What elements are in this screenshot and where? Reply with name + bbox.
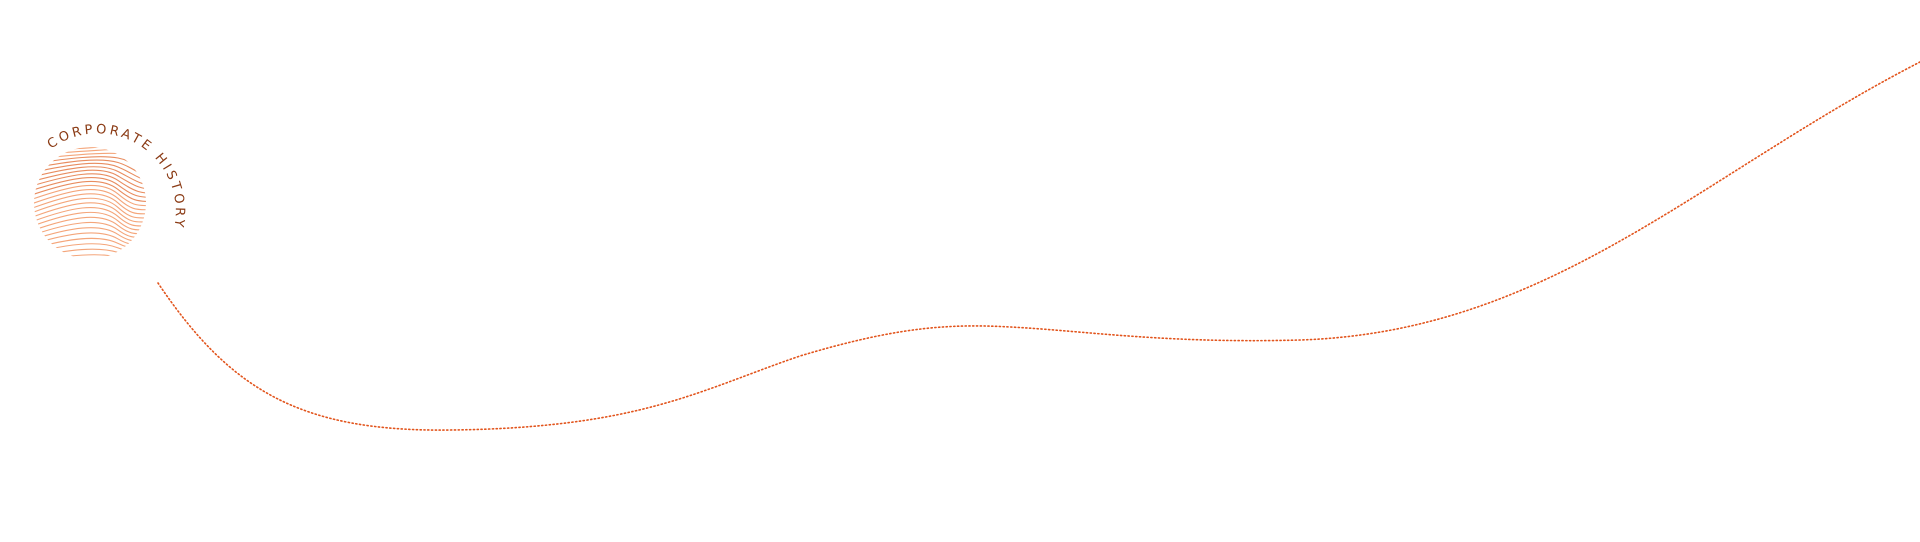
logo-wave-line bbox=[34, 162, 146, 182]
logo-wave-line bbox=[34, 166, 146, 186]
logo-wave-line bbox=[30, 260, 160, 269]
logo-wave-line bbox=[34, 184, 146, 207]
logo-wave-line bbox=[34, 232, 146, 249]
logo-wave-line bbox=[34, 176, 146, 199]
logo-wave-lines bbox=[30, 147, 160, 269]
logo-wave-line bbox=[34, 237, 146, 254]
timeline-dotted-path bbox=[157, 61, 1920, 431]
logo-wave-line bbox=[34, 188, 146, 212]
logo-wave-line bbox=[34, 173, 146, 195]
logo-wave-line bbox=[34, 193, 146, 216]
logo-wave-line bbox=[34, 180, 146, 203]
logo: CORPORATE HISTORY bbox=[30, 122, 184, 269]
logo-wave-line bbox=[34, 254, 146, 259]
